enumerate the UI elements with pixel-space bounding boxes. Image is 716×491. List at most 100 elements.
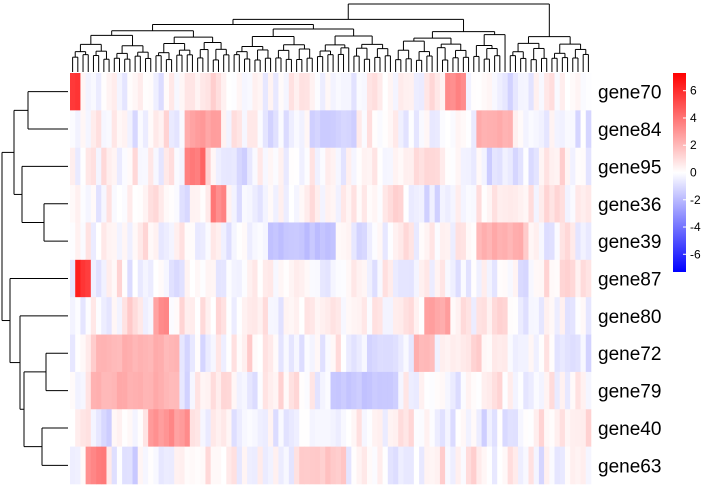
heatmap-cell bbox=[283, 73, 290, 111]
heatmap-cell bbox=[387, 147, 394, 186]
heatmap-cell bbox=[476, 297, 482, 335]
heatmap-cell bbox=[393, 297, 399, 335]
heatmap-cell bbox=[210, 259, 217, 298]
heatmap-cell bbox=[544, 222, 550, 261]
heatmap-cell bbox=[205, 110, 211, 149]
heatmap-cell bbox=[335, 185, 342, 223]
heatmap-cell bbox=[257, 334, 264, 373]
heatmap-cell bbox=[346, 110, 352, 149]
heatmap-cell bbox=[439, 222, 446, 261]
heatmap-cell bbox=[320, 222, 326, 261]
heatmap-cell bbox=[340, 185, 347, 223]
heatmap-cell bbox=[75, 334, 81, 373]
heatmap-cell bbox=[184, 185, 191, 223]
heatmap-cell bbox=[387, 259, 394, 298]
heatmap-cell bbox=[450, 297, 456, 335]
heatmap-cell bbox=[132, 222, 139, 261]
heatmap-cell bbox=[377, 110, 383, 149]
heatmap-cell bbox=[533, 110, 540, 149]
heatmap-cell bbox=[314, 446, 321, 485]
heatmap-cell bbox=[195, 446, 201, 485]
heatmap-cell bbox=[559, 297, 566, 335]
heatmap-cell bbox=[189, 222, 196, 261]
heatmap-cell bbox=[111, 371, 118, 410]
heatmap-cell bbox=[502, 409, 508, 447]
heatmap-cell bbox=[137, 222, 144, 261]
heatmap-cell bbox=[309, 147, 316, 186]
heatmap-cell bbox=[320, 185, 326, 223]
heatmap-cell bbox=[205, 73, 211, 111]
heatmap-cell bbox=[148, 185, 154, 223]
heatmap-cell bbox=[309, 409, 316, 447]
heatmap-cell bbox=[580, 409, 587, 447]
heatmap-cell bbox=[366, 73, 373, 111]
heatmap-cell bbox=[497, 259, 503, 298]
heatmap-cell bbox=[75, 73, 81, 111]
heatmap-cell bbox=[210, 409, 217, 447]
heatmap-cell bbox=[96, 110, 102, 149]
heatmap-cell bbox=[486, 409, 493, 447]
heatmap-cell bbox=[330, 297, 337, 335]
heatmap-cell bbox=[106, 110, 112, 149]
heatmap-cell bbox=[351, 334, 357, 373]
heatmap-cell bbox=[518, 334, 524, 373]
heatmap-cell bbox=[252, 73, 258, 111]
heatmap-cell bbox=[502, 446, 508, 485]
heatmap-cell bbox=[294, 185, 300, 223]
heatmap-cell bbox=[518, 446, 524, 485]
heatmap-cell bbox=[523, 185, 529, 223]
heatmap-cell bbox=[377, 371, 383, 410]
heatmap-cell bbox=[471, 73, 477, 111]
heatmap-cell bbox=[70, 73, 76, 111]
heatmap-cell bbox=[497, 371, 503, 410]
heatmap-cell bbox=[320, 446, 326, 485]
heatmap-cell bbox=[507, 147, 514, 186]
heatmap-cell bbox=[236, 73, 243, 111]
heatmap-cell bbox=[158, 334, 165, 373]
heatmap-cell bbox=[512, 371, 519, 410]
heatmap-cell bbox=[481, 334, 488, 373]
heatmap-cell bbox=[486, 259, 493, 298]
heatmap-cell bbox=[570, 334, 576, 373]
heatmap-cell bbox=[137, 371, 144, 410]
heatmap-cell bbox=[387, 409, 394, 447]
heatmap-cell bbox=[512, 334, 519, 373]
heatmap-cell bbox=[320, 371, 326, 410]
heatmap-cell bbox=[221, 259, 227, 298]
heatmap-cell bbox=[429, 297, 435, 335]
colorbar-gradient bbox=[673, 73, 686, 272]
heatmap-cell bbox=[163, 147, 170, 186]
heatmap-cell bbox=[580, 147, 587, 186]
heatmap-cell bbox=[533, 222, 540, 261]
heatmap-cell bbox=[523, 147, 529, 186]
heatmap-cell bbox=[377, 185, 383, 223]
heatmap-cell bbox=[439, 334, 446, 373]
heatmap-cell bbox=[502, 334, 508, 373]
heatmap-cell bbox=[179, 334, 185, 373]
heatmap-cell bbox=[570, 147, 576, 186]
heatmap-cell bbox=[283, 147, 290, 186]
heatmap-cell bbox=[518, 409, 524, 447]
heatmap-cell bbox=[288, 185, 295, 223]
heatmap-cell bbox=[460, 222, 467, 261]
heatmap-cell bbox=[116, 409, 123, 447]
column-dendrogram bbox=[72, 3, 589, 72]
heatmap-cell bbox=[75, 222, 81, 261]
heatmap-cell bbox=[393, 334, 399, 373]
heatmap-cell bbox=[116, 110, 123, 149]
heatmap-cell bbox=[424, 446, 430, 485]
heatmap-cell bbox=[221, 297, 227, 335]
heatmap-cell bbox=[273, 446, 279, 485]
heatmap-cell bbox=[372, 110, 378, 149]
heatmap-cell bbox=[372, 297, 378, 335]
heatmap-cell bbox=[497, 297, 503, 335]
heatmap-cell bbox=[382, 222, 389, 261]
heatmap-cell bbox=[309, 334, 316, 373]
heatmap-cell bbox=[549, 409, 555, 447]
heatmap-cell bbox=[257, 297, 264, 335]
heatmap-cell bbox=[497, 185, 503, 223]
heatmap-cell bbox=[267, 147, 274, 186]
heatmap-cell bbox=[387, 222, 394, 261]
heatmap-cell bbox=[549, 371, 555, 410]
heatmap-cell bbox=[429, 409, 435, 447]
